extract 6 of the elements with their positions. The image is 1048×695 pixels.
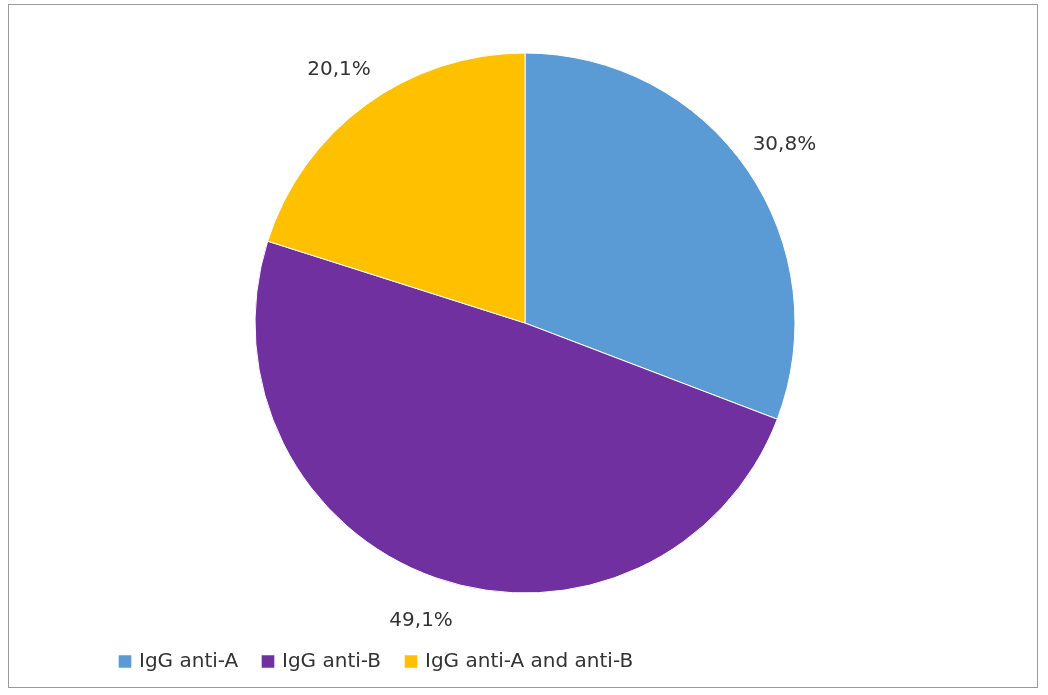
legend-label: IgG anti-A and anti-B [425, 648, 634, 673]
data-label: 20,1% [307, 55, 371, 80]
legend-label: IgG anti-B [282, 648, 382, 673]
legend-label: IgG anti-A [139, 648, 239, 673]
data-label: 49,1% [389, 607, 453, 632]
data-label: 30,8% [752, 131, 817, 156]
